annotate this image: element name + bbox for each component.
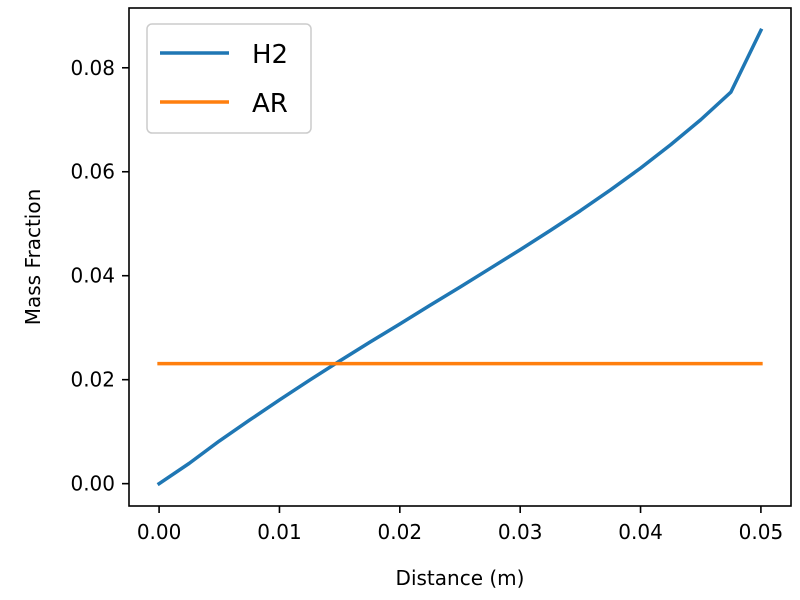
y-tick-label: 0.08 xyxy=(70,56,115,80)
legend: H2 AR xyxy=(146,23,312,134)
x-axis-label: Distance (m) xyxy=(396,566,525,590)
x-tick-label: 0.02 xyxy=(378,520,423,544)
x-tick-label: 0.05 xyxy=(739,520,784,544)
legend-label-h2: H2 xyxy=(252,40,288,70)
y-tick-label: 0.04 xyxy=(70,264,115,288)
y-tick-label: 0.06 xyxy=(70,160,115,184)
y-tick-label: 0.02 xyxy=(70,368,115,392)
legend-label-ar: AR xyxy=(252,89,288,119)
axes-frame xyxy=(128,7,792,507)
series-line-h2 xyxy=(156,28,764,487)
y-axis-label: Mass Fraction xyxy=(21,189,45,326)
plot-area xyxy=(156,28,764,487)
x-tick-label: 0.03 xyxy=(498,520,543,544)
y-tick-label: 0.00 xyxy=(70,472,115,496)
x-tick-label: 0.01 xyxy=(257,520,302,544)
x-tick-label: 0.04 xyxy=(618,520,663,544)
y-axis-ticks: 0.00 0.02 0.04 0.06 0.08 xyxy=(70,56,129,496)
x-axis-ticks: 0.00 0.01 0.02 0.03 0.04 0.05 xyxy=(137,506,783,544)
x-tick-label: 0.00 xyxy=(137,520,182,544)
